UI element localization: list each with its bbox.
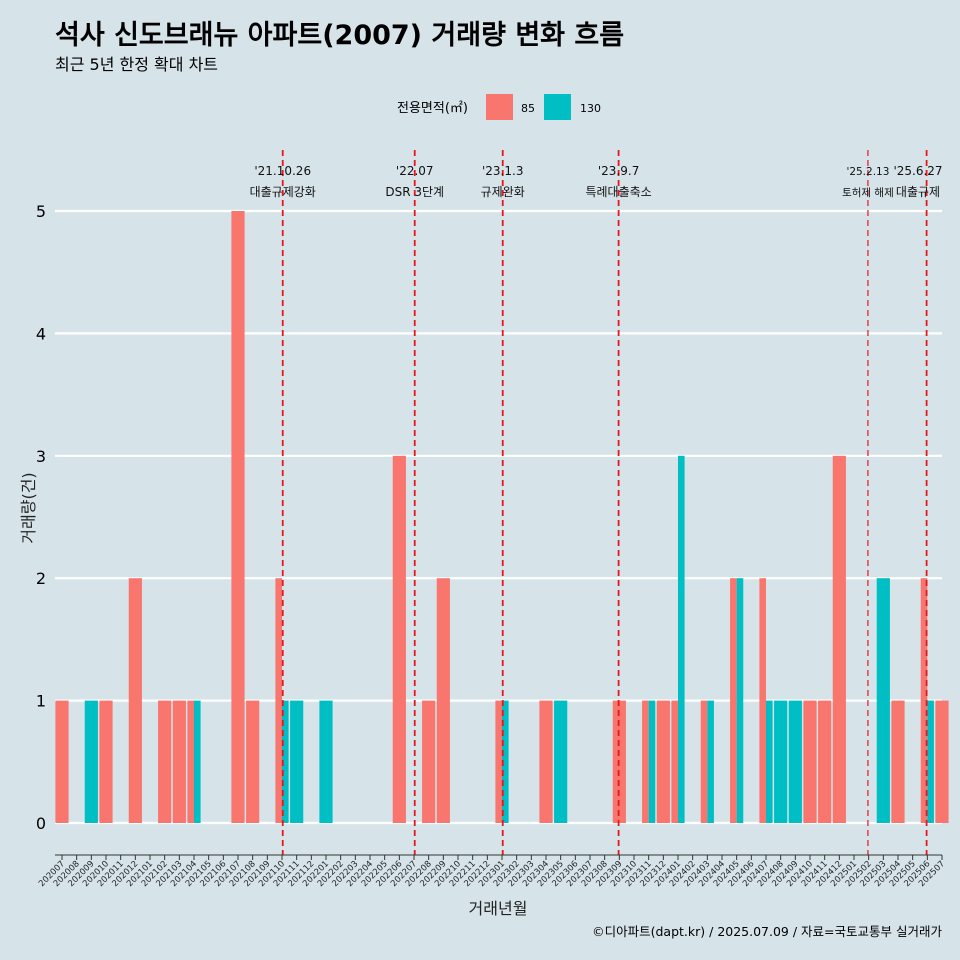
bar-85	[759, 578, 766, 823]
bar-85	[642, 700, 649, 823]
y-tick-label: 4	[36, 324, 46, 343]
bar-85	[920, 578, 928, 823]
bar-85	[539, 700, 553, 823]
y-tick-label: 3	[36, 447, 46, 466]
bar-85	[158, 700, 172, 823]
bar-85	[656, 700, 670, 823]
bars	[55, 211, 949, 823]
bar-85	[891, 700, 905, 823]
bar-85	[275, 578, 282, 823]
bar-85	[99, 700, 113, 823]
bar-85	[246, 700, 260, 823]
event-name-label: 대출규제강화	[250, 185, 316, 199]
bar-130	[84, 700, 98, 823]
bar-85	[671, 700, 678, 823]
bar-85	[172, 700, 186, 823]
bar-130	[290, 700, 304, 823]
bar-85	[422, 700, 436, 823]
legend-label-85: 85	[521, 102, 535, 115]
bar-85	[832, 455, 846, 823]
event-name-label: DSR 3단계	[385, 185, 444, 199]
bar-85	[128, 578, 142, 823]
bar-130	[876, 578, 890, 823]
y-axis-label: 거래량(건)	[19, 472, 38, 543]
bar-130	[707, 700, 714, 823]
event-date-label: '21.10.26	[254, 164, 311, 178]
y-tick-label: 1	[36, 692, 46, 711]
bar-85	[231, 211, 245, 823]
bar-130	[678, 455, 685, 823]
bar-85	[55, 700, 69, 823]
legend-swatch-85	[486, 94, 513, 120]
bar-130	[788, 700, 802, 823]
legend-swatch-130	[544, 94, 571, 120]
bar-130	[927, 700, 934, 823]
bar-130	[736, 578, 744, 823]
chart-subtitle: 최근 5년 한정 확대 차트	[55, 55, 218, 74]
bar-130	[319, 700, 333, 823]
bar-85	[935, 700, 949, 823]
y-tick-label: 5	[36, 202, 46, 221]
bar-130	[766, 700, 773, 823]
event-date-label: '22.07	[396, 164, 434, 178]
bar-130	[648, 700, 656, 823]
legend-label-130: 130	[580, 102, 601, 115]
y-axis: 0 1 2 3 4 5	[36, 202, 46, 833]
event-lines: '21.10.26 대출규제강화 '22.07 DSR 3단계 '23.1.3 규제완화 '…	[250, 150, 943, 855]
x-axis-label: 거래년월	[469, 899, 528, 918]
bar-85	[436, 578, 450, 823]
bar-85	[392, 455, 406, 823]
event-name-label: 토허제 해제	[842, 186, 894, 199]
bar-85	[818, 700, 832, 823]
caption: ©디아파트(dapt.kr) / 2025.07.09 / 자료=국토교통부 실…	[592, 924, 942, 939]
bar-85	[803, 700, 817, 823]
event-date-label: '23.9.7	[598, 164, 639, 178]
chart-title: 석사 신도브래뉴 아파트(2007) 거래량 변화 흐름	[55, 20, 624, 51]
bar-130	[554, 700, 568, 823]
y-tick-label: 2	[36, 569, 46, 588]
event-date-label: '25.6.27	[893, 164, 942, 178]
legend-title: 전용면적(㎡)	[397, 101, 468, 116]
event-name-label: 규제완화	[481, 185, 525, 199]
bar-130	[194, 700, 201, 823]
bar-130	[774, 700, 788, 823]
y-tick-label: 0	[36, 814, 46, 833]
legend: 전용면적(㎡) 85 130	[397, 94, 601, 120]
bar-85	[730, 578, 737, 823]
bar-85	[187, 700, 194, 823]
event-name-label: 대출규제	[896, 185, 940, 199]
event-date-label: '23.1.3	[482, 164, 523, 178]
event-date-label: '25.2.13	[846, 166, 889, 178]
x-axis: 2020072020082020092020102020112020122021…	[37, 854, 947, 889]
bar-130	[282, 700, 289, 823]
bar-85	[700, 700, 708, 823]
bar-130	[502, 700, 509, 823]
bar-85	[495, 700, 502, 823]
event-name-label: 특례대출축소	[585, 185, 651, 199]
